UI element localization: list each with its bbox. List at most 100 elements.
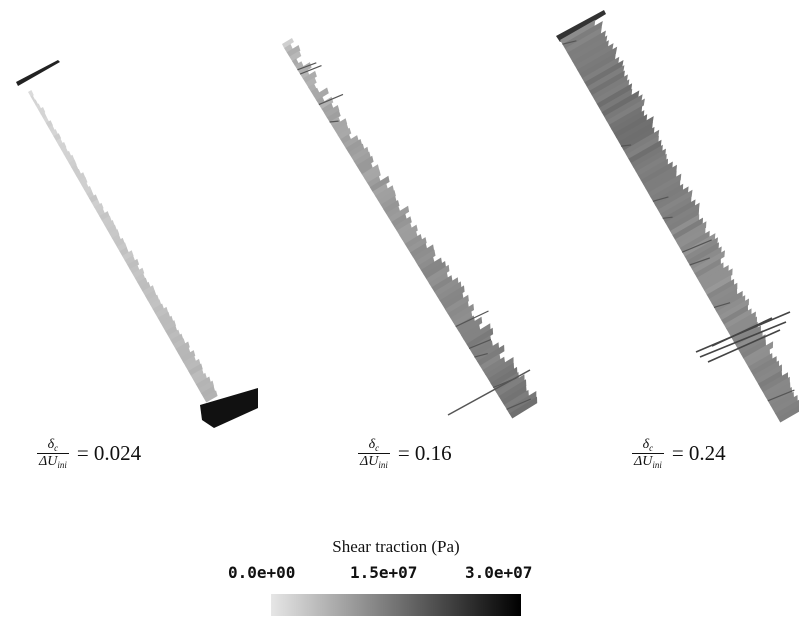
fault-segment	[660, 196, 692, 219]
fault-segment	[613, 114, 648, 139]
colorbar-gradient	[271, 594, 521, 616]
fault-segment	[43, 116, 50, 124]
fault-segment	[762, 376, 790, 398]
fault-segment	[633, 148, 666, 173]
fault-tip-top	[16, 60, 60, 86]
colorbar-title: Shear traction (Pa)	[332, 537, 460, 556]
fault-segment	[94, 202, 104, 213]
fault-segment	[114, 237, 125, 248]
fault-segment	[696, 262, 724, 283]
traction-spike	[767, 389, 795, 402]
fault-segment	[407, 237, 427, 254]
fault-segment	[479, 353, 501, 371]
fault-segment	[155, 306, 169, 319]
fault-segment	[383, 200, 400, 214]
fault-segment	[172, 338, 186, 350]
fault-segment	[704, 274, 732, 296]
fault-segment	[485, 357, 514, 380]
fault-segment	[157, 311, 171, 323]
fault-segment	[198, 380, 214, 394]
fault-segment	[716, 295, 746, 317]
fault-segment	[635, 153, 667, 177]
fault-segment	[670, 214, 700, 236]
fault-segment	[758, 370, 783, 389]
fault-segment	[599, 88, 633, 113]
fault-segment	[458, 316, 483, 336]
fault-segment	[591, 74, 628, 100]
fault-segment	[423, 261, 446, 280]
fault-segment	[577, 46, 618, 75]
fault-segment	[359, 162, 373, 175]
fault-segment	[740, 339, 766, 359]
fault-segment	[687, 242, 719, 266]
fault-panel-2	[282, 38, 538, 419]
fault-segment	[640, 161, 673, 185]
fault-segment	[195, 376, 211, 390]
fault-segment	[337, 127, 352, 140]
fault-segment	[743, 341, 774, 364]
fault-segment	[351, 146, 369, 162]
fault-segment	[420, 257, 443, 275]
fault-segment	[40, 112, 47, 120]
fault-segment	[582, 56, 620, 83]
fault-segment	[569, 35, 608, 62]
fault-segment	[35, 103, 42, 111]
fault-segment	[623, 129, 660, 156]
colorbar-tick-max: 3.0e+07	[465, 563, 533, 582]
fault-segment	[178, 347, 191, 359]
fault-segment	[606, 98, 645, 126]
fault-segment	[361, 164, 380, 180]
fault-segment	[356, 155, 374, 171]
fault-segment	[127, 258, 140, 270]
fault-segment	[185, 358, 201, 372]
fault-segment	[165, 325, 178, 337]
fault-segment	[343, 135, 359, 149]
fault-segment	[638, 158, 668, 181]
fault-segment	[305, 77, 317, 88]
fault-segment	[453, 311, 473, 328]
fault-segment	[122, 250, 134, 261]
fault-segment	[345, 139, 363, 153]
fault-segment	[596, 83, 633, 109]
fault-segment	[694, 258, 721, 279]
fault-segment	[643, 164, 677, 190]
fault-segment	[674, 221, 707, 245]
traction-spike	[455, 310, 489, 328]
fault-segment	[611, 110, 645, 134]
fault-segment	[117, 242, 127, 252]
colorbar-tick-min: 0.0e+00	[228, 563, 296, 582]
fault-segment	[755, 364, 782, 385]
fault-segment	[332, 118, 348, 132]
fault-segment	[589, 70, 625, 96]
fault-segment	[129, 264, 140, 275]
fault-segment	[436, 281, 462, 301]
fault-segment	[672, 217, 703, 240]
fault-segment	[750, 356, 777, 376]
fault-segment	[183, 355, 196, 368]
fault-segment	[564, 27, 602, 54]
fault-segment	[391, 213, 407, 227]
fault-segment	[28, 90, 34, 97]
fault-segment	[412, 244, 435, 262]
fault-segment	[679, 230, 710, 253]
fault-segment	[706, 278, 735, 300]
fault-segment	[509, 396, 538, 419]
fault-segment	[495, 374, 525, 397]
fault-segment	[586, 65, 625, 92]
fault-segment	[428, 272, 448, 288]
fault-segment	[152, 303, 164, 314]
fault-segment	[648, 173, 682, 198]
fault-segment	[461, 324, 481, 341]
fault-segment	[777, 405, 799, 423]
fault-segment	[665, 202, 700, 228]
panel-3-value: = 0.24	[671, 441, 726, 465]
fault-segment	[302, 70, 317, 84]
fault-segment	[313, 87, 329, 101]
fault-segment	[474, 342, 500, 362]
fault-segment	[701, 268, 733, 291]
fault-segment	[721, 304, 748, 325]
traction-spike	[447, 369, 531, 416]
fault-segment	[404, 234, 423, 249]
fault-segment	[396, 222, 412, 236]
fault-segment	[626, 135, 659, 160]
